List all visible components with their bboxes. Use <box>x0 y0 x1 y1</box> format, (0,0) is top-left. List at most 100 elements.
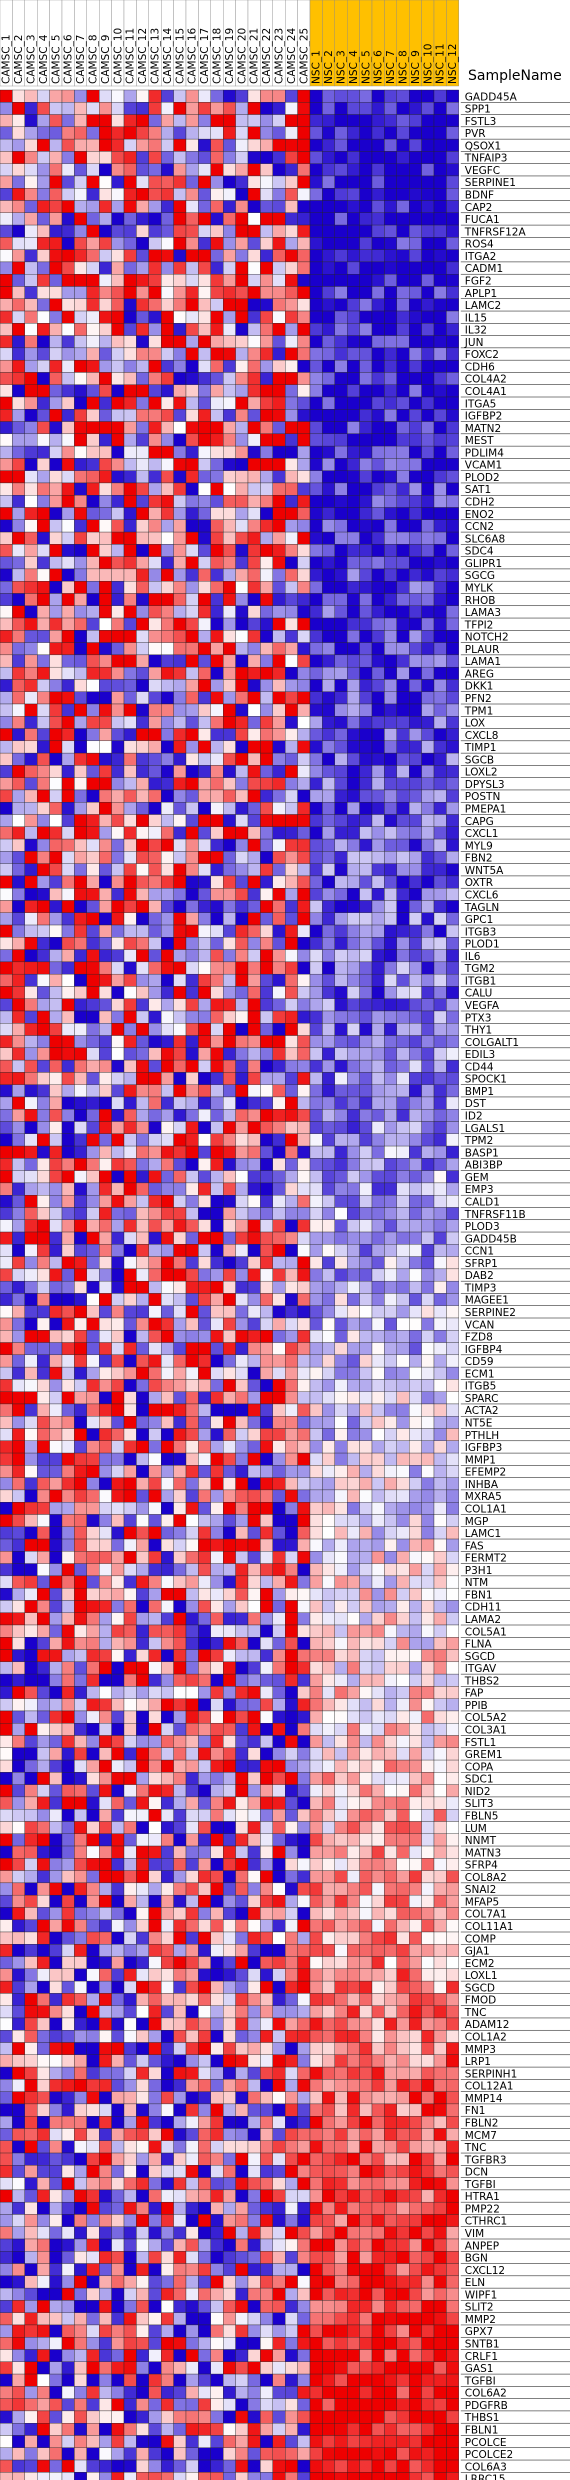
heatmap-cell <box>99 654 112 668</box>
heatmap-cell <box>74 1649 87 1663</box>
heatmap-cell <box>12 1587 25 1601</box>
heatmap-cell <box>421 900 435 913</box>
heatmap-cell <box>371 1538 385 1552</box>
heatmap-cell <box>136 212 149 226</box>
heatmap-cell <box>247 716 261 729</box>
heatmap-cell <box>148 310 162 324</box>
heatmap-cell <box>285 642 298 656</box>
heatmap-cell <box>161 826 174 840</box>
heatmap-cell <box>247 630 261 643</box>
heatmap-cell <box>359 237 373 250</box>
heatmap-cell <box>396 998 410 1012</box>
heatmap-cell <box>433 912 447 926</box>
heatmap-cell <box>61 986 75 999</box>
heatmap-cell <box>247 1330 261 1343</box>
heatmap-cell <box>309 482 323 496</box>
heatmap-cell <box>347 519 360 533</box>
heatmap-cell <box>247 900 261 913</box>
heatmap-cell <box>384 740 397 754</box>
heatmap-cell <box>235 1538 249 1552</box>
heatmap-cell <box>309 1109 323 1122</box>
heatmap-cell <box>173 1440 187 1454</box>
heatmap-cell <box>185 1330 199 1343</box>
heatmap-cell <box>322 1440 335 1454</box>
heatmap-cell <box>235 1710 249 1724</box>
heatmap-cell <box>210 1195 224 1208</box>
heatmap-cell <box>421 531 435 545</box>
heatmap-cell <box>235 1035 249 1049</box>
heatmap-cell <box>210 1514 224 1527</box>
heatmap-cell <box>173 1256 187 1270</box>
heatmap-cell <box>49 1084 63 1098</box>
heatmap-cell <box>12 1673 25 1687</box>
heatmap-cell <box>161 740 174 754</box>
heatmap-cell <box>37 1231 50 1245</box>
heatmap-cell <box>309 1673 323 1687</box>
heatmap-cell <box>148 224 162 238</box>
heatmap-cell <box>37 617 50 631</box>
heatmap-cell <box>148 617 162 631</box>
heatmap-cell <box>396 838 410 852</box>
heatmap-cell <box>61 581 75 594</box>
heatmap-cell <box>198 605 211 619</box>
heatmap-cell <box>12 1403 25 1417</box>
heatmap-cell <box>86 482 100 496</box>
heatmap-cell <box>161 531 174 545</box>
heatmap-cell <box>0 1121 13 1134</box>
heatmap-cell <box>285 1428 298 1441</box>
heatmap-cell <box>74 507 87 520</box>
heatmap-cell <box>86 716 100 729</box>
heatmap-cell <box>446 163 459 177</box>
heatmap-cell <box>173 986 187 999</box>
heatmap-cell <box>198 642 211 656</box>
heatmap-cell <box>185 384 199 398</box>
heatmap-cell <box>61 1514 75 1527</box>
heatmap-cell <box>148 691 162 705</box>
heatmap-cell <box>223 1330 236 1343</box>
heatmap-cell <box>61 1686 75 1699</box>
heatmap-cell <box>136 249 149 263</box>
heatmap-cell <box>297 470 311 484</box>
heatmap-cell <box>285 1023 298 1036</box>
heatmap-cell <box>272 752 286 766</box>
heatmap-cell <box>433 372 447 385</box>
heatmap-cell <box>185 654 199 668</box>
heatmap-cell <box>433 1047 447 1061</box>
heatmap-cell <box>61 1084 75 1098</box>
heatmap-cell <box>384 1293 397 1306</box>
heatmap-cell <box>123 1379 137 1392</box>
heatmap-cell <box>49 89 63 103</box>
heatmap-cell <box>409 138 422 152</box>
heatmap-cell <box>334 1170 348 1184</box>
heatmap-cell <box>409 765 422 778</box>
heatmap-cell <box>49 151 63 164</box>
heatmap-cell <box>446 126 459 140</box>
heatmap-cell <box>99 151 112 164</box>
heatmap-cell <box>223 937 236 950</box>
heatmap-cell <box>433 1023 447 1036</box>
heatmap-cell <box>297 1072 311 1085</box>
heatmap-cell <box>99 1649 112 1663</box>
heatmap-cell <box>409 261 422 275</box>
heatmap-cell <box>272 986 286 999</box>
heatmap-cell <box>247 531 261 545</box>
heatmap-cell <box>371 1624 385 1638</box>
heatmap-cell <box>123 1440 137 1454</box>
heatmap-cell <box>161 1268 174 1282</box>
heatmap-cell <box>334 310 348 324</box>
heatmap-cell <box>285 1280 298 1294</box>
heatmap-cell <box>359 1428 373 1441</box>
heatmap-cell <box>61 433 75 447</box>
heatmap-cell <box>161 1145 174 1159</box>
heatmap-cell <box>272 1526 286 1540</box>
heatmap-cell <box>347 138 360 152</box>
heatmap-cell <box>161 1305 174 1319</box>
heatmap-cell <box>223 396 236 410</box>
heatmap-cell <box>359 458 373 471</box>
heatmap-cell <box>12 973 25 987</box>
heatmap-cell <box>86 188 100 201</box>
heatmap-cell <box>309 826 323 840</box>
heatmap-cell <box>446 1624 459 1638</box>
heatmap-cell <box>148 654 162 668</box>
heatmap-cell <box>61 1366 75 1380</box>
